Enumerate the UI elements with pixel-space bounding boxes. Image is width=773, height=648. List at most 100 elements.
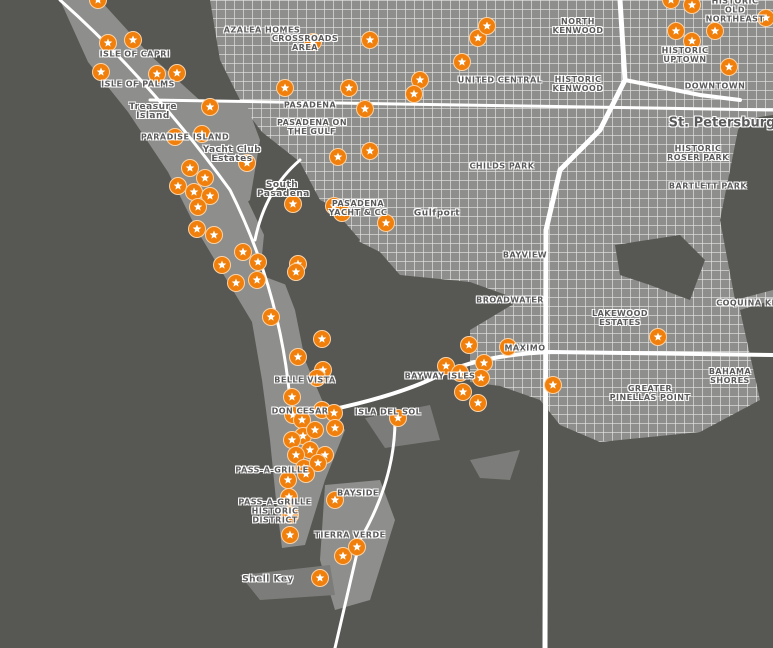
map-marker[interactable] [662, 0, 680, 9]
map-marker[interactable] [213, 256, 231, 274]
map-marker[interactable] [193, 125, 211, 143]
map-marker[interactable] [227, 274, 245, 292]
map-marker[interactable] [248, 271, 266, 289]
map-marker[interactable] [181, 159, 199, 177]
map-marker[interactable] [333, 204, 351, 222]
star-icon [266, 312, 276, 321]
map-marker[interactable] [185, 183, 203, 201]
map-marker[interactable] [475, 354, 493, 372]
map-marker[interactable] [326, 419, 344, 437]
star-icon [548, 380, 558, 389]
marker-circle[interactable] [89, 0, 107, 9]
map-marker[interactable] [276, 79, 294, 97]
map-marker[interactable] [249, 253, 267, 271]
map-marker[interactable] [356, 100, 374, 118]
map-marker[interactable] [201, 98, 219, 116]
map-marker[interactable] [309, 454, 327, 472]
map-marker[interactable] [405, 85, 423, 103]
map-marker[interactable] [469, 394, 487, 412]
map-marker[interactable] [124, 31, 142, 49]
map-marker[interactable] [281, 526, 299, 544]
map-marker[interactable] [189, 198, 207, 216]
map-marker[interactable] [361, 31, 379, 49]
map-marker[interactable] [281, 506, 299, 524]
map-marker[interactable] [667, 22, 685, 40]
star-icon [231, 278, 241, 287]
map-marker[interactable] [649, 328, 667, 346]
map-marker[interactable] [313, 330, 331, 348]
map-marker[interactable] [148, 65, 166, 83]
map-marker[interactable] [169, 177, 187, 195]
map-marker[interactable] [283, 431, 301, 449]
map-marker[interactable] [262, 308, 280, 326]
star-icon [473, 33, 483, 42]
star-icon [209, 230, 219, 239]
map-marker[interactable] [238, 154, 256, 172]
star-icon [284, 492, 294, 501]
star-icon [95, 0, 101, 4]
map-marker[interactable] [478, 17, 496, 35]
map-marker[interactable] [544, 376, 562, 394]
map-marker[interactable] [326, 491, 344, 509]
map-marker[interactable] [340, 79, 358, 97]
map-marker[interactable] [499, 338, 517, 356]
map-marker[interactable] [287, 263, 305, 281]
star-icon [333, 152, 343, 161]
map-marker[interactable] [348, 538, 366, 556]
map-marker[interactable] [757, 9, 773, 27]
star-icon [192, 224, 202, 233]
map-marker[interactable] [205, 226, 223, 244]
map-marker[interactable] [329, 148, 347, 166]
star-icon [320, 450, 330, 459]
map-marker[interactable] [308, 369, 326, 387]
star-icon [298, 431, 308, 440]
label-pasadena-yacht-cc: Pasadena Yacht & CC [328, 199, 388, 217]
star-icon [193, 202, 203, 211]
map-marker[interactable] [287, 446, 305, 464]
map-marker[interactable] [168, 64, 186, 82]
map-marker[interactable] [89, 0, 107, 9]
map-marker[interactable] [451, 364, 469, 382]
map-marker[interactable] [411, 71, 429, 89]
map-marker[interactable] [284, 195, 302, 213]
map-marker[interactable] [720, 58, 738, 76]
map-marker[interactable] [92, 63, 110, 81]
map-marker[interactable] [201, 187, 219, 205]
map-marker[interactable] [460, 336, 478, 354]
map-marker[interactable] [99, 34, 117, 52]
map-marker[interactable] [683, 32, 701, 50]
label-bayside: Bayside [337, 488, 379, 498]
map-marker[interactable] [683, 0, 701, 14]
map-marker[interactable] [453, 53, 471, 71]
marker-circle[interactable] [662, 0, 680, 9]
label-isla-del-sol: Isla Del Sol [354, 407, 422, 417]
map-marker[interactable] [334, 547, 352, 565]
star-icon [360, 104, 370, 113]
map-marker[interactable] [166, 128, 184, 146]
map-marker[interactable] [306, 421, 324, 439]
map-marker[interactable] [377, 214, 395, 232]
map-marker[interactable] [389, 409, 407, 427]
star-icon [313, 458, 323, 467]
map-marker[interactable] [361, 142, 379, 160]
map-marker[interactable] [469, 29, 487, 47]
map-marker[interactable] [297, 465, 315, 483]
map-marker[interactable] [304, 33, 322, 51]
map-marker[interactable] [283, 388, 301, 406]
star-icon [197, 129, 207, 138]
map-marker[interactable] [289, 348, 307, 366]
map-marker[interactable] [706, 22, 724, 40]
map-marker[interactable] [234, 243, 252, 261]
map-marker[interactable] [472, 369, 490, 387]
star-icon [458, 387, 468, 396]
markers[interactable] [89, 0, 773, 587]
label-bayview: Bayview [502, 250, 548, 260]
map-marker[interactable] [188, 220, 206, 238]
map-marker[interactable] [196, 169, 214, 187]
map-marker[interactable] [454, 383, 472, 401]
map-marker[interactable] [280, 488, 298, 506]
star-icon [283, 475, 293, 484]
map-marker[interactable] [311, 569, 329, 587]
